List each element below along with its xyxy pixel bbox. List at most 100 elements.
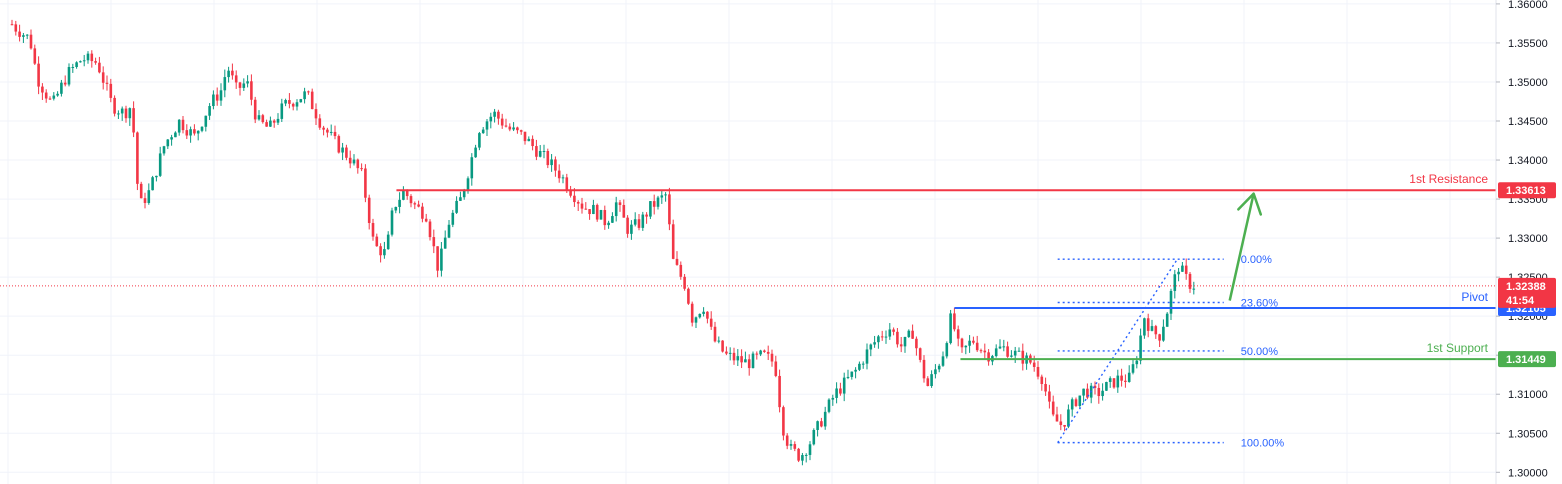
candle-up <box>641 214 645 228</box>
candle-down <box>1146 318 1150 331</box>
current-price-tag <box>1498 277 1556 308</box>
candle-up <box>174 132 177 138</box>
candle-down <box>1044 384 1047 392</box>
candle-down <box>1063 425 1066 427</box>
candle-up <box>75 62 78 67</box>
candle-down <box>972 340 975 343</box>
candle-down <box>238 82 242 88</box>
candle-up <box>823 411 827 427</box>
candle-up <box>402 190 405 200</box>
candle-up <box>155 175 158 178</box>
candle-down <box>345 147 348 158</box>
candle-down <box>880 336 884 338</box>
projection-arrow[interactable] <box>1228 192 1263 301</box>
candle-down <box>215 94 219 101</box>
candle-up <box>466 178 470 190</box>
candle-up <box>462 189 466 198</box>
candle-up <box>474 147 477 158</box>
candle-up <box>147 190 151 203</box>
candle-down <box>132 108 135 133</box>
candle-up <box>227 70 230 78</box>
candle-down <box>371 223 375 237</box>
candle-up <box>189 129 192 136</box>
candle-down <box>956 329 960 339</box>
price-axis[interactable]: 1.300001.305001.310001.315001.320001.325… <box>1495 0 1562 484</box>
candle-down <box>14 24 18 32</box>
candle-down <box>979 350 983 352</box>
candle-up <box>527 138 531 142</box>
candle-up <box>808 444 812 455</box>
candle-up <box>801 455 804 461</box>
candle-down <box>367 197 371 224</box>
candle-down <box>1184 265 1188 274</box>
fibonacci-retracement[interactable]: 0.00% 23.60% 50.00% 100.00% <box>1057 254 1285 450</box>
candle-down <box>1032 362 1036 367</box>
candle-down <box>18 31 21 37</box>
candle-down <box>1036 366 1040 377</box>
candle-up <box>1169 290 1173 314</box>
candle-down <box>90 53 94 62</box>
candle-up <box>56 93 59 96</box>
candle-down <box>37 63 40 87</box>
candle-down <box>379 246 382 256</box>
level-price-tag-text: 1.31449 <box>1506 354 1546 366</box>
candle-up <box>1131 364 1135 373</box>
candle-down <box>915 338 918 349</box>
candle-up <box>561 177 565 179</box>
price-axis-background <box>1496 0 1562 484</box>
candle-down <box>535 146 538 157</box>
candle-down <box>348 157 352 164</box>
candle-down <box>839 388 842 394</box>
candle-down <box>546 151 550 166</box>
candle-up <box>82 60 86 62</box>
candle-down <box>774 361 778 376</box>
candle-down <box>747 359 751 369</box>
support-resistance-levels[interactable]: 1st Resistance Pivot 1st Support <box>396 172 1496 361</box>
candle-down <box>322 127 325 130</box>
candle-up <box>599 210 603 220</box>
candle-down <box>504 125 508 127</box>
candle-down <box>778 375 781 408</box>
chart-grid <box>0 0 1496 484</box>
candle-down <box>580 203 584 209</box>
candle-up <box>884 336 888 338</box>
candle-up <box>398 199 401 207</box>
candle-down <box>375 236 379 247</box>
candle-up <box>117 113 120 115</box>
candle-up <box>869 344 873 350</box>
level-name: 1st Resistance <box>1409 172 1488 186</box>
candle-up <box>660 195 664 198</box>
candle-up <box>1162 326 1165 341</box>
candle-down <box>622 204 626 218</box>
candle-down <box>626 217 629 234</box>
candle-up <box>877 336 880 343</box>
candle-down <box>497 111 500 119</box>
candle-down <box>820 421 823 427</box>
tick-label: 1.34000 <box>1508 155 1548 167</box>
candle-up <box>630 224 633 234</box>
candle-up <box>158 153 162 176</box>
candle-down <box>500 118 504 126</box>
candle-up <box>246 81 249 84</box>
candle-up <box>1143 318 1146 336</box>
fib-level-label: 50.00% <box>1241 346 1279 358</box>
candle-down <box>272 120 276 123</box>
candle-up <box>1013 350 1017 356</box>
candle-down <box>360 168 363 170</box>
candle-up <box>903 336 907 347</box>
candle-down <box>785 435 789 446</box>
candle-up <box>1192 288 1196 290</box>
candle-up <box>352 159 356 164</box>
candle-down <box>576 202 580 204</box>
candle-down <box>364 168 367 198</box>
candle-up <box>854 369 857 372</box>
candle-down <box>405 190 409 197</box>
candle-up <box>744 359 747 363</box>
candle-up <box>1127 372 1131 382</box>
candle-down <box>193 129 196 134</box>
candle-down <box>185 130 189 136</box>
candle-up <box>728 352 732 354</box>
candle-up <box>269 120 272 127</box>
candle-up <box>835 388 838 398</box>
